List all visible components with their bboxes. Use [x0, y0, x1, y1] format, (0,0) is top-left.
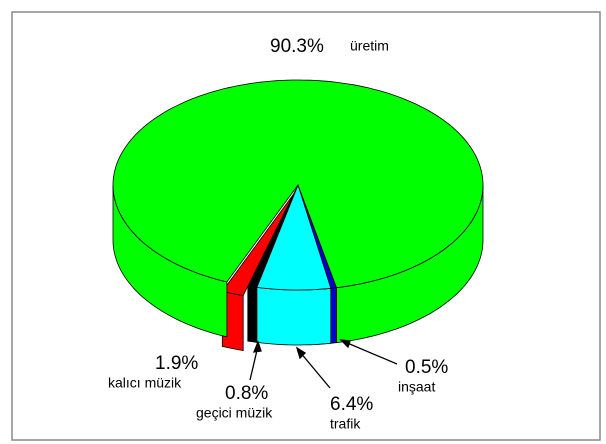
value-label: 1.9% — [155, 353, 198, 374]
value-label: 0.8% — [225, 383, 268, 404]
leader-line — [344, 341, 398, 365]
slice-side — [330, 287, 337, 344]
slice-label: inşaat — [398, 379, 435, 395]
slice-top — [112, 79, 484, 289]
arrow-head — [252, 340, 262, 353]
slice-side — [247, 285, 258, 343]
slice-top — [256, 183, 332, 291]
slice — [112, 79, 484, 344]
value-label: 0.5% — [405, 357, 448, 378]
leader-line — [299, 351, 331, 389]
slice-side — [256, 286, 332, 346]
value-label: 6.4% — [330, 394, 373, 415]
slice-label: trafik — [330, 416, 361, 432]
slice-label: kalıcı müzik — [108, 375, 182, 391]
value-label: 90.3% — [270, 36, 324, 57]
slice-label: üretim — [350, 38, 389, 54]
leaders — [249, 339, 398, 389]
arrow-head — [295, 346, 307, 360]
slice-label: geçici müzik — [196, 405, 273, 421]
arrow-head — [339, 339, 351, 349]
pie — [112, 79, 484, 351]
